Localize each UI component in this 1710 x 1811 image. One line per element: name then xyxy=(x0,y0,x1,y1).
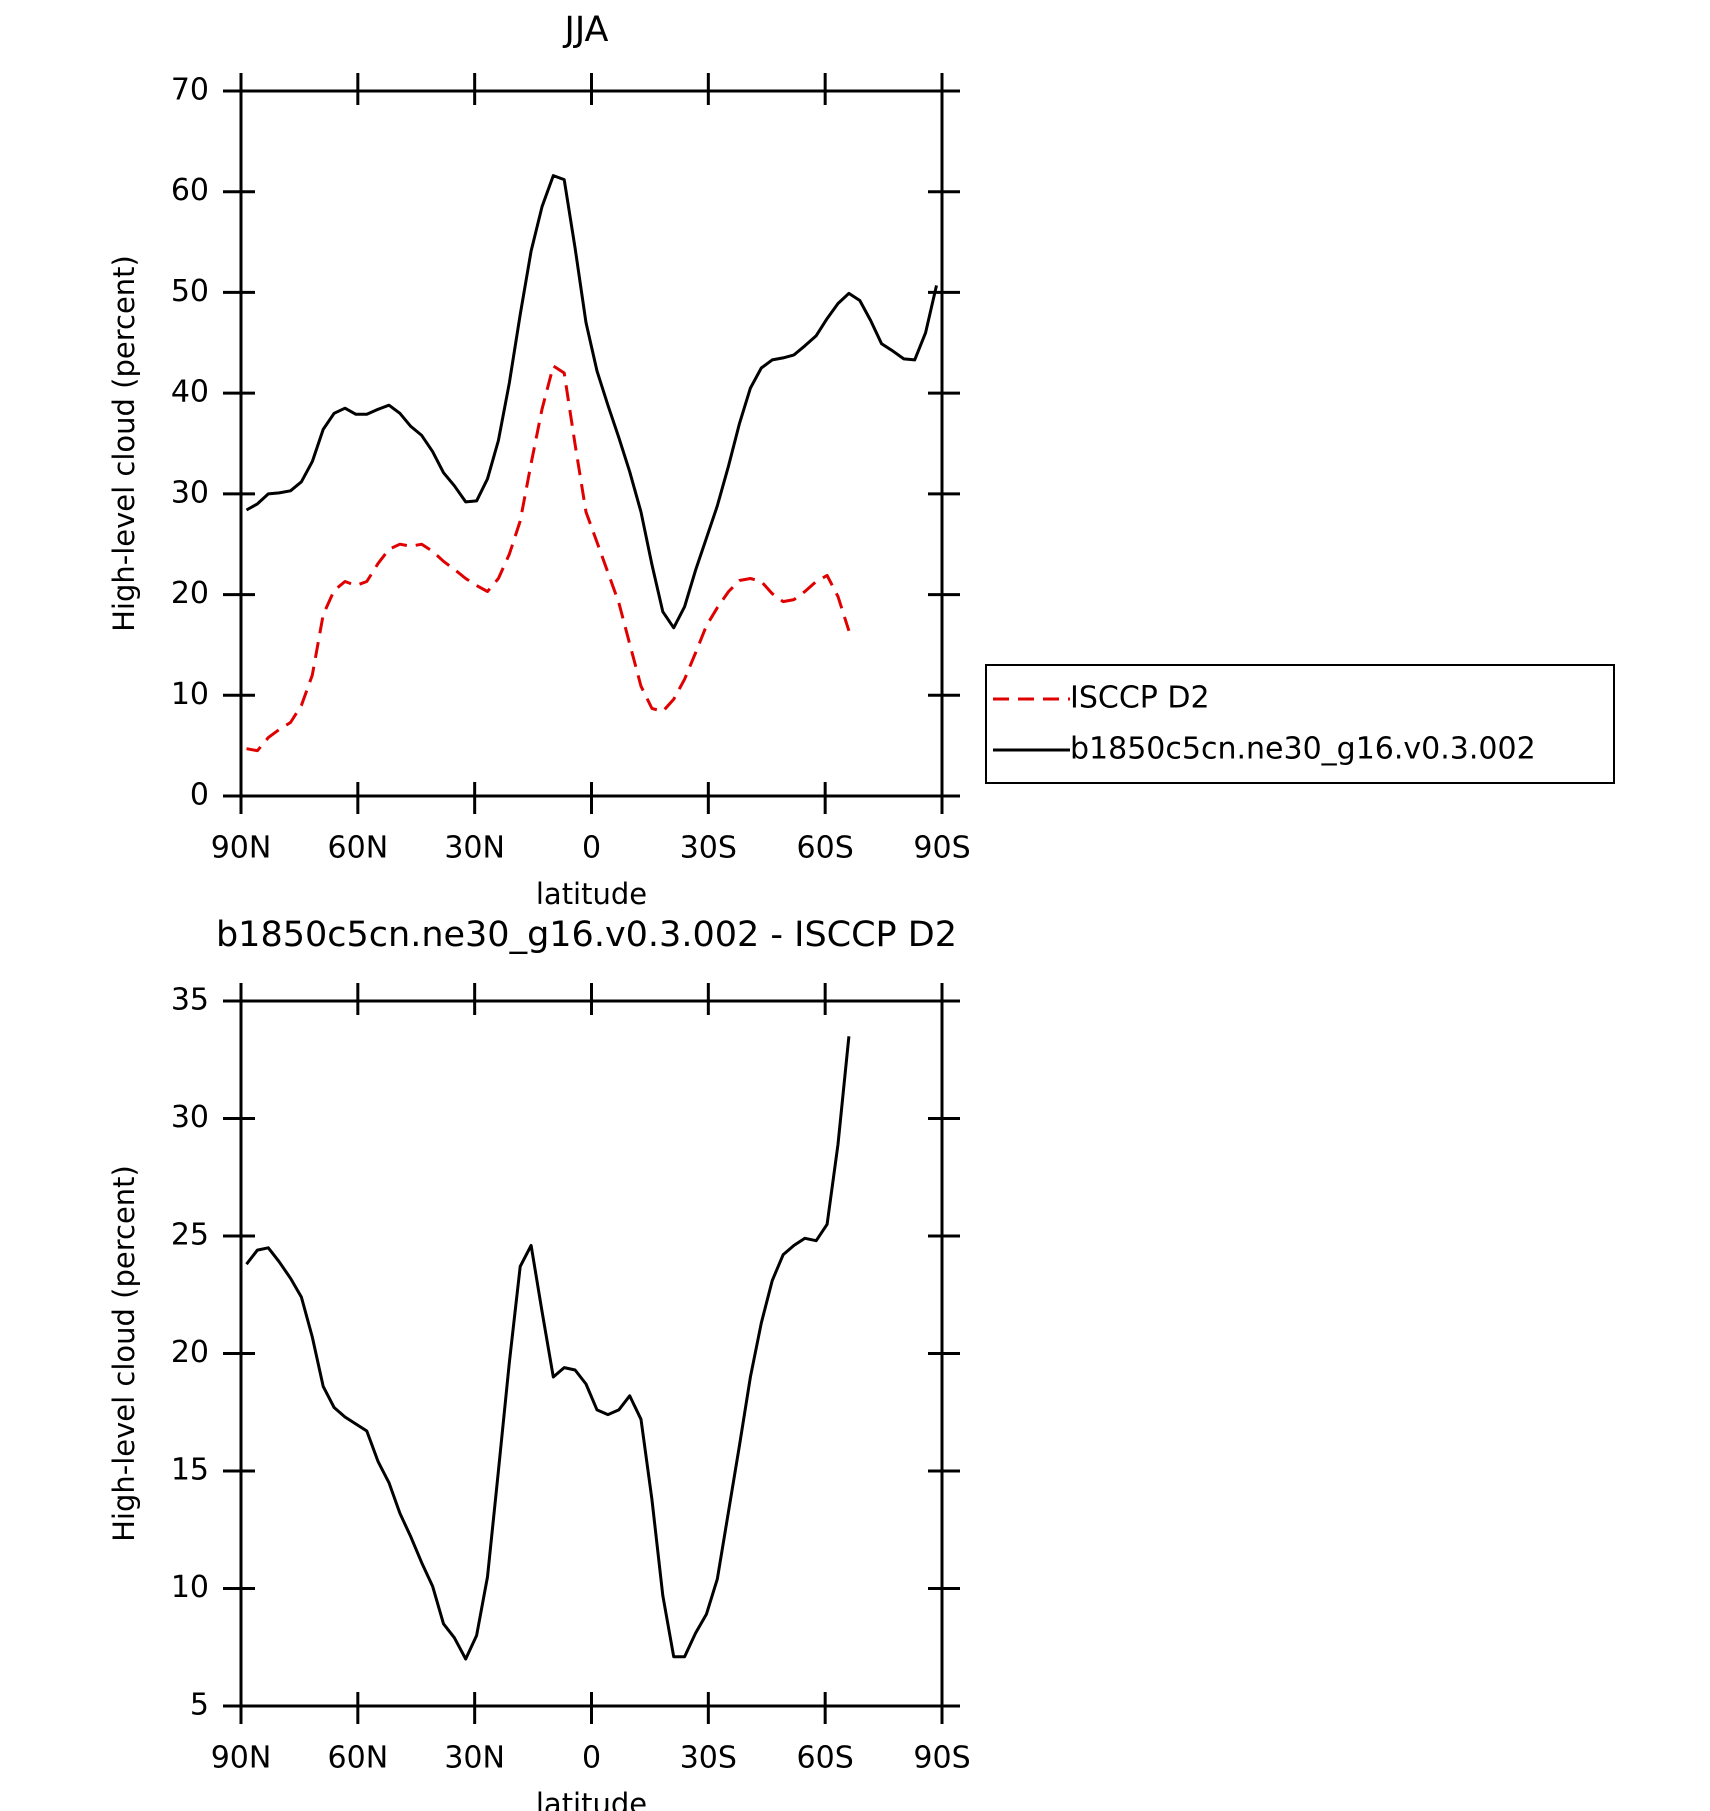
legend-box xyxy=(985,664,1615,784)
y-tick-label: 35 xyxy=(171,983,209,1018)
y-tick-label: 50 xyxy=(171,274,209,309)
y-tick-label: 15 xyxy=(171,1453,209,1488)
y-tick-label: 20 xyxy=(171,1335,209,1370)
y-tick-label: 60 xyxy=(171,173,209,208)
plot-frame xyxy=(239,999,944,1708)
x-tick-label: 30S xyxy=(680,1741,737,1776)
x-tick-label: 30S xyxy=(680,831,737,866)
y-tick-label: 25 xyxy=(171,1218,209,1253)
y-tick-label: 10 xyxy=(171,1570,209,1605)
y-tick-label: 0 xyxy=(190,778,209,813)
y-tick-label: 30 xyxy=(171,1100,209,1135)
x-tick-label: 90N xyxy=(211,831,272,866)
x-tick-label: 30N xyxy=(444,1741,505,1776)
legend-label: ISCCP D2 xyxy=(1070,681,1210,716)
x-axis-label: latitude xyxy=(536,1787,647,1811)
legend-label: b1850c5cn.ne30_g16.v0.3.002 xyxy=(1070,732,1536,767)
series-line xyxy=(245,174,938,630)
y-tick-label: 20 xyxy=(171,576,209,611)
y-tick-label: 10 xyxy=(171,677,209,712)
y-tick-label: 70 xyxy=(171,73,209,108)
x-tick-label: 60N xyxy=(328,831,389,866)
y-tick-label: 30 xyxy=(171,475,209,510)
y-axis-label: High-level cloud (percent) xyxy=(107,1165,141,1542)
x-tick-label: 0 xyxy=(582,831,601,866)
x-tick-label: 60N xyxy=(328,1741,389,1776)
x-tick-label: 60S xyxy=(797,831,854,866)
x-tick-label: 30N xyxy=(444,831,505,866)
y-tick-label: 40 xyxy=(171,375,209,410)
y-axis-label: High-level cloud (percent) xyxy=(107,255,141,632)
series-line xyxy=(245,1036,851,1661)
x-tick-label: 0 xyxy=(582,1741,601,1776)
x-tick-label: 90S xyxy=(913,831,970,866)
y-tick-label: 5 xyxy=(190,1688,209,1723)
x-tick-label: 60S xyxy=(797,1741,854,1776)
plot-frame xyxy=(239,89,944,798)
chart-title: b1850c5cn.ne30_g16.v0.3.002 - ISCCP D2 xyxy=(216,915,957,955)
x-tick-label: 90S xyxy=(913,1741,970,1776)
series-line xyxy=(246,364,851,753)
x-tick-label: 90N xyxy=(211,1741,272,1776)
chart-title: JJA xyxy=(563,10,609,50)
x-axis-label: latitude xyxy=(536,877,647,911)
